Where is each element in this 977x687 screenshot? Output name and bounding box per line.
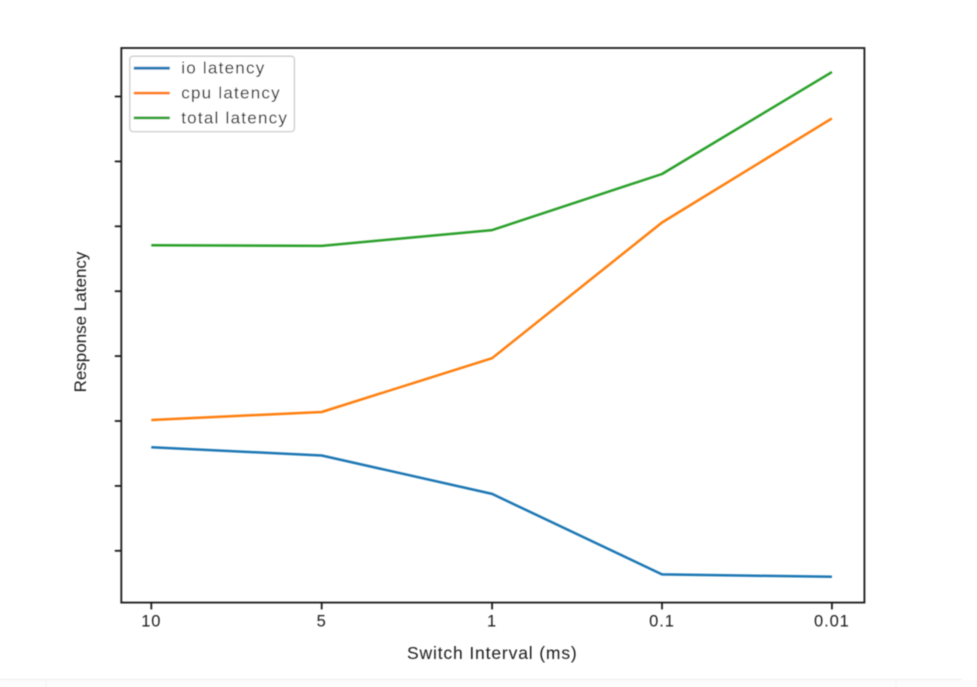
svg-text:0.01: 0.01 xyxy=(814,613,850,631)
svg-text:total latency: total latency xyxy=(181,108,288,127)
svg-text:io latency: io latency xyxy=(181,59,265,78)
svg-text:10: 10 xyxy=(141,613,161,631)
svg-text:Switch Interval (ms): Switch Interval (ms) xyxy=(407,643,578,663)
svg-text:5: 5 xyxy=(317,613,327,631)
svg-text:Response Latency: Response Latency xyxy=(71,251,90,392)
svg-text:cpu latency: cpu latency xyxy=(181,84,281,103)
svg-text:0.1: 0.1 xyxy=(649,613,675,631)
svg-text:1: 1 xyxy=(487,613,497,631)
